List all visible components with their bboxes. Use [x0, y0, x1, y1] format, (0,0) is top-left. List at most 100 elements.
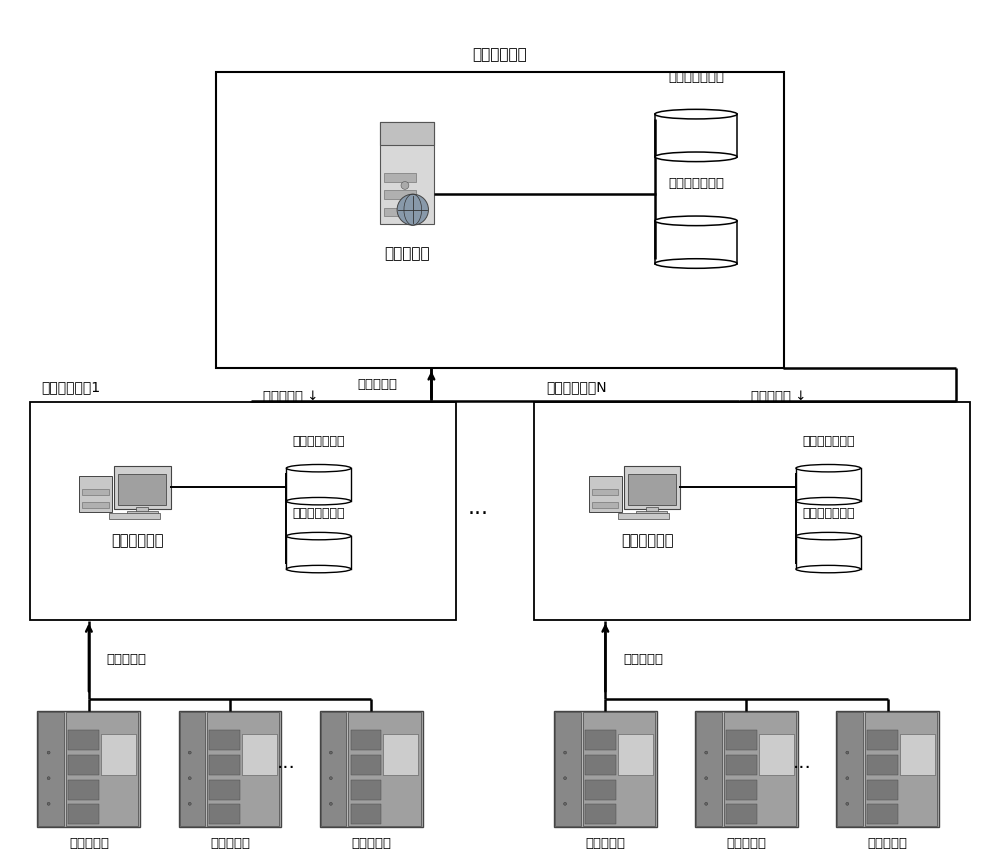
Circle shape	[47, 751, 50, 754]
Bar	[209, 730, 240, 751]
Text: 电梯故障案例库: 电梯故障案例库	[802, 434, 855, 447]
Circle shape	[188, 776, 191, 780]
Bar	[351, 780, 381, 800]
Bar	[82, 489, 109, 495]
Circle shape	[401, 182, 409, 189]
Bar	[127, 512, 158, 514]
Circle shape	[329, 802, 332, 806]
Bar	[101, 734, 136, 775]
Bar	[79, 476, 112, 512]
Bar	[321, 711, 346, 826]
Bar	[38, 711, 64, 826]
Circle shape	[846, 802, 849, 806]
Bar	[68, 755, 99, 775]
Bar	[726, 755, 757, 775]
Text: 案例库下载 ↓: 案例库下载 ↓	[751, 391, 806, 404]
Bar	[216, 73, 784, 369]
Text: 电梯故障案例库: 电梯故障案例库	[292, 434, 345, 447]
Text: 应用服务器: 应用服务器	[384, 246, 430, 261]
Ellipse shape	[655, 216, 737, 225]
Circle shape	[329, 751, 332, 754]
Bar	[726, 804, 757, 824]
Bar	[66, 711, 138, 826]
Ellipse shape	[286, 566, 351, 572]
Bar	[351, 730, 381, 751]
Bar	[867, 780, 898, 800]
Bar	[209, 780, 240, 800]
Bar	[384, 173, 416, 182]
Bar	[351, 804, 381, 824]
Bar	[320, 710, 423, 827]
Bar	[585, 780, 616, 800]
Circle shape	[564, 776, 567, 780]
Circle shape	[329, 776, 332, 780]
Bar	[618, 734, 653, 775]
Bar	[30, 402, 456, 620]
Text: 电梯数据流: 电梯数据流	[358, 378, 398, 392]
Bar	[583, 711, 655, 826]
Bar	[554, 710, 657, 827]
Bar	[380, 123, 434, 225]
Bar	[592, 501, 618, 507]
Circle shape	[564, 802, 567, 806]
Bar	[585, 804, 616, 824]
Bar	[286, 536, 351, 569]
Bar	[696, 711, 722, 826]
Text: 电梯故障分类器: 电梯故障分类器	[292, 507, 345, 520]
Text: 电梯控制器: 电梯控制器	[351, 837, 391, 850]
Bar	[726, 780, 757, 800]
Bar	[624, 466, 680, 509]
Bar	[114, 466, 171, 509]
Bar	[592, 489, 618, 495]
Bar	[585, 755, 616, 775]
Circle shape	[705, 802, 708, 806]
Ellipse shape	[796, 497, 861, 505]
Bar	[179, 710, 281, 827]
Circle shape	[705, 776, 708, 780]
Bar	[534, 402, 970, 620]
Ellipse shape	[655, 110, 737, 119]
Text: 电梯控制器: 电梯控制器	[726, 837, 766, 850]
Ellipse shape	[286, 497, 351, 505]
Bar	[286, 468, 351, 501]
Circle shape	[846, 776, 849, 780]
Text: 电梯数据流: 电梯数据流	[623, 653, 663, 666]
Circle shape	[47, 776, 50, 780]
Bar	[209, 804, 240, 824]
Bar	[867, 804, 898, 824]
Bar	[796, 468, 861, 501]
Ellipse shape	[655, 259, 737, 268]
Bar	[865, 711, 937, 826]
Bar	[242, 734, 277, 775]
Text: 本地计算平台1: 本地计算平台1	[41, 381, 100, 395]
Bar	[180, 711, 205, 826]
Bar	[585, 730, 616, 751]
Text: ···: ···	[468, 504, 489, 524]
Bar	[726, 730, 757, 751]
Bar	[796, 536, 861, 569]
Bar	[118, 474, 166, 505]
Text: 电梯故障分类器: 电梯故障分类器	[802, 507, 855, 520]
Circle shape	[188, 751, 191, 754]
Bar	[82, 501, 109, 507]
Bar	[867, 730, 898, 751]
Text: 电梯控制器: 电梯控制器	[210, 837, 250, 850]
Circle shape	[705, 751, 708, 754]
Bar	[759, 734, 794, 775]
Bar	[209, 755, 240, 775]
Ellipse shape	[286, 532, 351, 540]
Text: 电梯故障案例库: 电梯故障案例库	[668, 71, 724, 84]
Bar	[37, 710, 140, 827]
Ellipse shape	[796, 532, 861, 540]
Bar	[380, 123, 434, 145]
Text: 本地诊断终端: 本地诊断终端	[621, 533, 673, 548]
Bar	[68, 780, 99, 800]
Bar	[68, 804, 99, 824]
Bar	[628, 474, 676, 505]
Bar	[348, 711, 421, 826]
Bar	[384, 190, 416, 199]
Text: 电梯控制器: 电梯控制器	[868, 837, 908, 850]
Bar	[136, 506, 148, 512]
Text: ···: ···	[276, 759, 295, 778]
Text: 电梯控制器: 电梯控制器	[585, 837, 625, 850]
